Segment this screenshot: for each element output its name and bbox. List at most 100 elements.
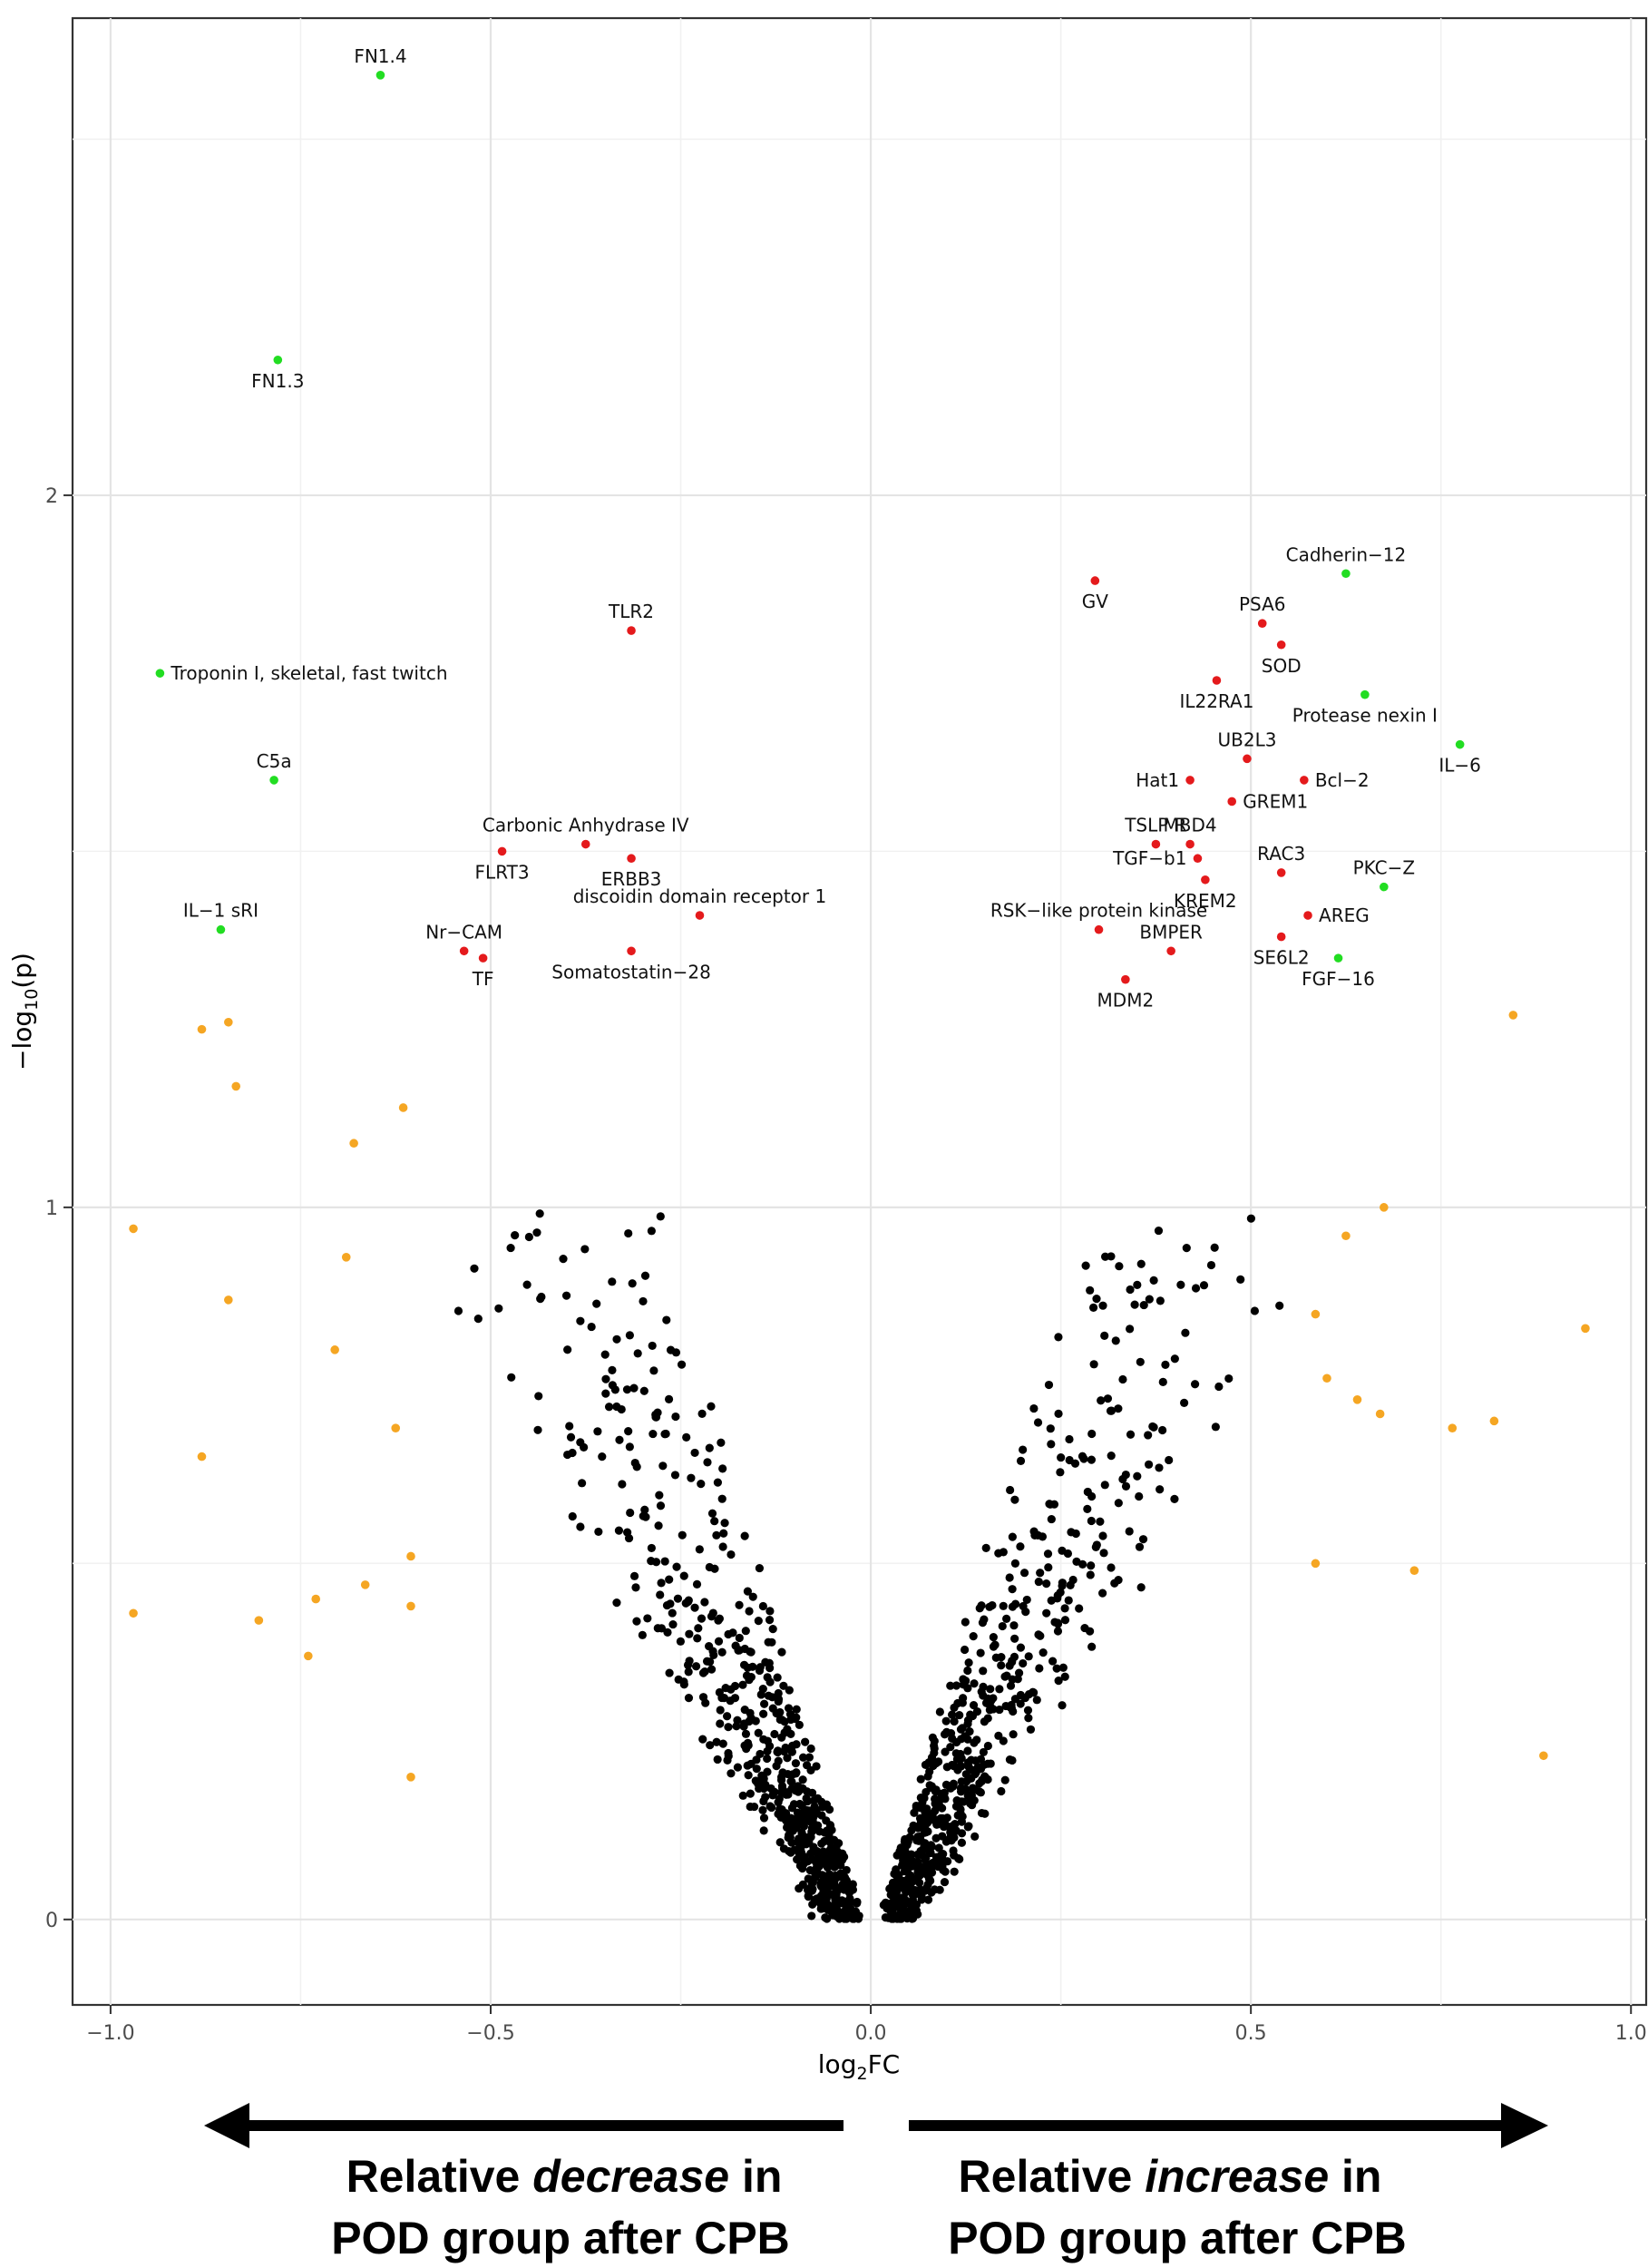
- data-point: [655, 1491, 664, 1500]
- data-point: [940, 1877, 950, 1887]
- data-point: [561, 1291, 571, 1300]
- data-point: [1065, 1455, 1074, 1465]
- data-point: [1019, 1601, 1028, 1611]
- data-point: [1089, 1360, 1098, 1369]
- data-point: [975, 1604, 984, 1613]
- data-point: [1099, 1549, 1108, 1558]
- data-point: [716, 1719, 725, 1728]
- labeled-data-point: [1303, 911, 1312, 920]
- data-point: [1130, 1300, 1139, 1309]
- orange-data-point: [1489, 1416, 1499, 1426]
- data-point: [836, 1910, 845, 1920]
- data-point: [720, 1519, 729, 1528]
- data-point: [1145, 1295, 1154, 1304]
- data-point: [1029, 1403, 1039, 1413]
- data-point: [693, 1634, 702, 1643]
- data-point: [792, 1705, 801, 1714]
- data-point: [989, 1633, 998, 1642]
- data-point: [952, 1755, 961, 1764]
- data-point: [738, 1791, 747, 1800]
- point-label: MBD4: [1164, 815, 1217, 836]
- data-point: [1016, 1699, 1025, 1708]
- data-point: [697, 1614, 707, 1623]
- data-point: [1098, 1589, 1107, 1598]
- data-point: [813, 1870, 823, 1879]
- data-point: [1246, 1214, 1256, 1223]
- point-label: UB2L3: [1217, 728, 1276, 750]
- labeled-data-point: [1201, 875, 1210, 885]
- data-point: [1020, 1693, 1029, 1703]
- data-point: [724, 1752, 733, 1761]
- data-point: [1008, 1657, 1017, 1667]
- orange-data-point: [406, 1551, 415, 1561]
- data-point: [742, 1671, 752, 1680]
- orange-data-point: [330, 1345, 339, 1354]
- data-point: [718, 1739, 727, 1748]
- data-point: [981, 1543, 990, 1552]
- data-point: [563, 1450, 572, 1460]
- data-point: [685, 1629, 694, 1638]
- data-point: [963, 1746, 972, 1755]
- data-point: [814, 1862, 824, 1871]
- data-point: [886, 1890, 895, 1900]
- data-point: [1133, 1280, 1142, 1289]
- data-point: [764, 1691, 773, 1700]
- data-point: [700, 1598, 709, 1607]
- data-point: [1114, 1575, 1123, 1585]
- data-point: [716, 1706, 725, 1715]
- data-point: [654, 1521, 663, 1530]
- labeled-data-point: [1185, 839, 1195, 849]
- data-point: [698, 1735, 707, 1744]
- data-point: [973, 1763, 982, 1772]
- data-point: [788, 1741, 797, 1750]
- data-point: [986, 1685, 995, 1694]
- data-point: [592, 1299, 601, 1308]
- data-point: [904, 1899, 913, 1908]
- data-point: [915, 1813, 925, 1823]
- data-point: [1107, 1563, 1116, 1572]
- data-point: [1133, 1471, 1142, 1481]
- point-label: Troponin I, skeletal, fast twitch: [170, 662, 447, 684]
- data-point: [1065, 1434, 1074, 1444]
- data-point: [1060, 1616, 1070, 1625]
- data-point: [1026, 1725, 1036, 1735]
- data-point: [728, 1628, 737, 1637]
- data-point: [777, 1733, 786, 1742]
- data-point: [717, 1494, 726, 1503]
- point-label: TGF−b1: [1112, 847, 1186, 869]
- labeled-data-point: [627, 626, 636, 635]
- data-point: [777, 1716, 786, 1725]
- data-point: [979, 1667, 988, 1676]
- increase-arrow: [909, 2103, 1548, 2148]
- data-point: [691, 1662, 701, 1671]
- data-point: [1170, 1494, 1179, 1504]
- data-point: [1006, 1703, 1016, 1713]
- data-point: [734, 1646, 743, 1655]
- point-label: Carbonic Anhydrase IV: [483, 815, 689, 836]
- data-point: [694, 1624, 703, 1633]
- data-point: [656, 1212, 665, 1221]
- data-point: [576, 1522, 585, 1531]
- data-point: [653, 1408, 662, 1417]
- data-point: [709, 1650, 718, 1660]
- data-point: [697, 1409, 707, 1418]
- data-point: [994, 1731, 1003, 1740]
- data-point: [1181, 1328, 1190, 1337]
- data-point: [807, 1911, 816, 1921]
- data-point: [1023, 1706, 1033, 1715]
- data-point: [976, 1648, 985, 1657]
- data-point: [1006, 1681, 1016, 1690]
- data-point: [563, 1345, 572, 1354]
- data-point: [910, 1910, 919, 1919]
- data-point: [506, 1243, 515, 1253]
- data-point: [1016, 1643, 1026, 1652]
- data-point: [662, 1315, 671, 1325]
- data-point: [695, 1545, 704, 1554]
- data-point: [1002, 1671, 1011, 1680]
- data-point: [957, 1829, 967, 1838]
- x-tick-label: 1.0: [1615, 2022, 1647, 2045]
- point-label: PKC−Z: [1353, 857, 1416, 879]
- data-point: [1149, 1422, 1158, 1432]
- data-point: [1009, 1730, 1018, 1739]
- data-point: [787, 1747, 796, 1756]
